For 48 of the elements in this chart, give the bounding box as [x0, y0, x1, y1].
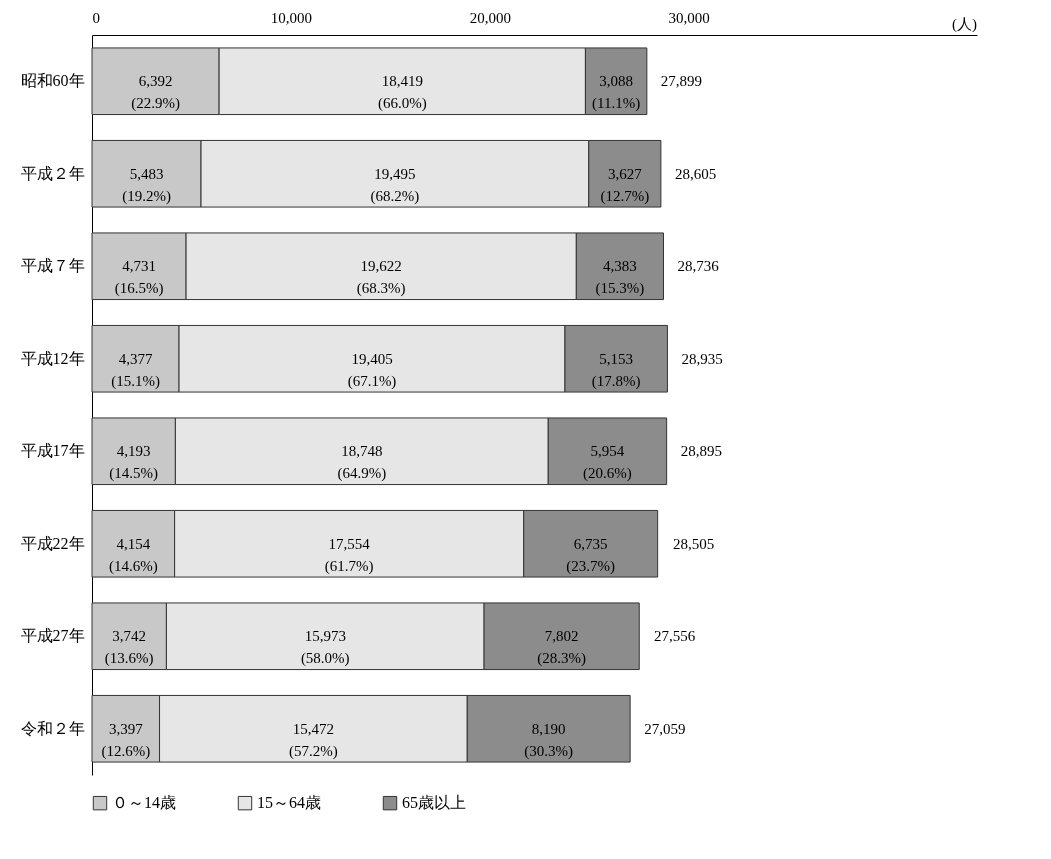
annotation: 27,059 [644, 720, 686, 737]
data-label: 5,483 (19.2%) [122, 165, 171, 205]
annotation: 28,605 [674, 165, 717, 182]
data-label: 4,193 (14.5%) [109, 443, 159, 483]
annotation: 28,935 [681, 350, 723, 367]
y-tick-label: 昭和60年 [20, 72, 85, 90]
data-label: 3,742 (13.6%) [104, 628, 154, 668]
x-axis-title: (人) [952, 16, 977, 33]
y-tick-label: 平成22年 [20, 534, 85, 552]
data-label: 6,735 (23.7%) [566, 535, 616, 575]
data-label: 19,495 (68.2%) [370, 165, 420, 205]
data-label: 4,377 (15.1%) [111, 350, 160, 390]
data-label: 3,627 (12.7%) [600, 165, 650, 205]
legend-label: ０～14歳 [112, 794, 176, 812]
data-label: 4,383 (15.3%) [595, 258, 645, 298]
x-tick-label: 30,000 [668, 9, 710, 26]
data-label: 15,472 (57.2%) [289, 720, 338, 760]
data-label: 17,554 (61.7%) [324, 535, 374, 575]
data-label: 4,731 (16.5%) [114, 258, 164, 298]
y-tick-label: 平成27年 [20, 627, 85, 645]
data-label: 6,392 (22.9%) [131, 73, 180, 113]
y-tick-label: 平成２年 [20, 164, 85, 182]
data-label: 15,973 (58.0%) [300, 628, 350, 668]
x-tick-label: 0 [92, 9, 100, 26]
data-label: 3,088 (11.1%) [592, 73, 641, 113]
data-label: 19,622 (68.3%) [356, 258, 406, 298]
data-label: 19,405 (67.1%) [347, 350, 397, 390]
data-label: 7,802 (28.3%) [537, 628, 587, 668]
y-tick-label: 平成12年 [20, 349, 85, 367]
data-label: 3,397 (12.6%) [101, 720, 151, 760]
annotation: 28,505 [672, 535, 715, 552]
annotation: 27,556 [654, 628, 696, 645]
data-label: 5,153 (17.8%) [591, 350, 641, 390]
x-tick-label: 20,000 [469, 9, 511, 26]
data-label: 5,954 (20.6%) [583, 443, 632, 483]
data-label: 18,748 (64.9%) [337, 443, 387, 483]
annotation: 28,895 [680, 443, 722, 460]
data-label: 4,154 (14.6%) [108, 535, 158, 575]
y-tick-label: 平成７年 [20, 257, 85, 275]
annotation: 27,899 [660, 73, 703, 90]
annotation: 28,736 [677, 258, 720, 275]
y-tick-label: 平成17年 [20, 442, 85, 460]
y-tick-label: 令和２年 [20, 719, 85, 737]
x-tick-label: 10,000 [270, 9, 312, 26]
legend-label: 15～64歳 [257, 794, 321, 812]
data-label: 8,190 (30.3%) [524, 720, 574, 760]
legend-label: 65歳以上 [402, 794, 466, 812]
data-label: 18,419 (66.0%) [377, 73, 427, 113]
